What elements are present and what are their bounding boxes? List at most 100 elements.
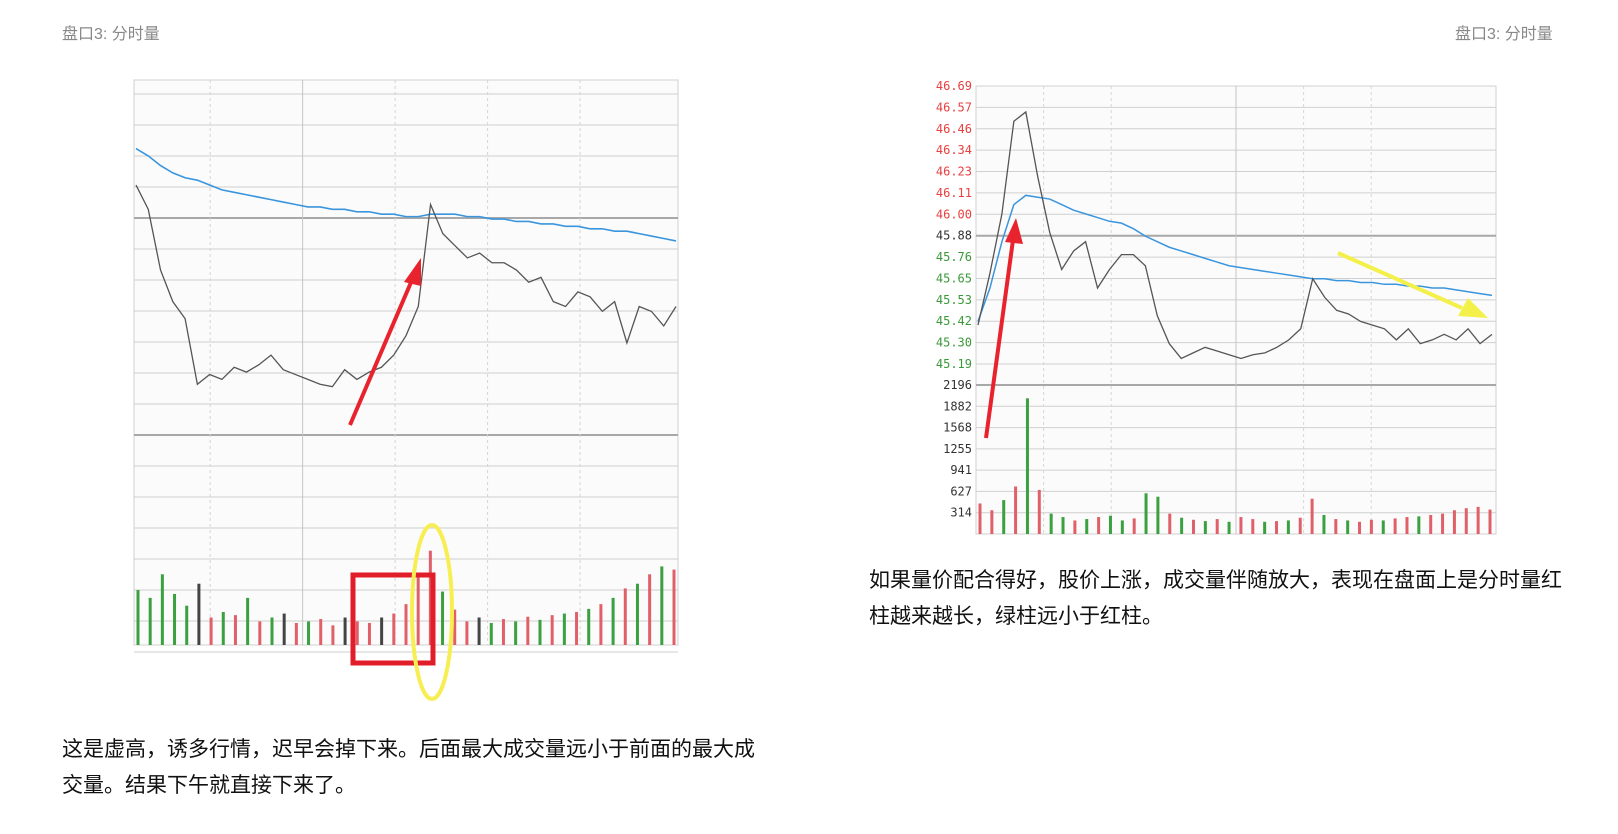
volume-bar	[990, 510, 994, 534]
arrow-red-head	[404, 258, 421, 286]
volume-bar	[1358, 521, 1362, 534]
right-chart-svg: 46.69 46.57 46.46 46.34 46.23 46.11 46.00 45.88…	[936, 79, 1497, 535]
volume-bar	[404, 604, 408, 645]
volume-bar	[160, 574, 164, 645]
price-line	[135, 184, 677, 388]
volume-bar	[136, 590, 140, 645]
volume-bar	[1429, 515, 1433, 534]
right-intraday-chart: 46.69 46.57 46.46 46.34 46.23 46.11 46.00 45.88…	[930, 70, 1510, 540]
average-price-line	[135, 147, 677, 242]
volume-bar	[270, 617, 274, 645]
volume-bar	[1286, 520, 1290, 534]
volume-bar	[489, 623, 493, 645]
volume-bar	[526, 616, 530, 645]
volume-bar	[648, 574, 652, 645]
volume-bar	[453, 609, 457, 645]
price-tick-label: 45.53	[936, 293, 972, 307]
volume-bar	[1417, 516, 1421, 534]
volume-bar	[1298, 517, 1302, 534]
arrow-red-shaft	[984, 239, 1015, 439]
volume-bar	[477, 617, 481, 645]
volume-bar	[1014, 486, 1018, 534]
volume-bar	[1191, 519, 1195, 534]
highlight-box	[350, 572, 436, 666]
volume-bar	[1251, 519, 1255, 534]
volume-bar	[1441, 513, 1445, 534]
volume-bar	[392, 613, 396, 645]
price-tick-label: 46.69	[936, 79, 972, 93]
arrow-yellow-shaft	[1337, 251, 1463, 310]
volume-bar	[1073, 520, 1077, 534]
right-section-label: 盘口3: 分时量	[1455, 26, 1553, 43]
volume-tick-label: 1568	[943, 421, 972, 435]
left-section-label: 盘口3: 分时量	[62, 26, 160, 43]
volume-bar	[1061, 517, 1065, 534]
right-caption: 如果量价配合得好，股价上涨，成交量伴随放大，表现在盘面上是分时量红柱越来越长，绿…	[869, 569, 1562, 628]
volume-tick-label: 941	[950, 463, 972, 477]
volume-bar	[246, 597, 250, 645]
volume-bar	[367, 623, 371, 645]
volume-bar	[623, 588, 627, 645]
volume-bar	[1239, 517, 1243, 534]
price-line	[977, 110, 1493, 360]
volume-bar	[538, 619, 542, 645]
volume-bar	[978, 503, 982, 534]
arrow-red-shaft	[348, 279, 414, 426]
left-chart-svg	[133, 79, 679, 701]
volume-bar	[1215, 519, 1219, 534]
volume-bar	[1405, 517, 1409, 534]
volume-bar	[1310, 498, 1314, 534]
volume-bar	[599, 604, 603, 645]
volume-bar	[1025, 398, 1029, 534]
volume-bar	[575, 612, 579, 645]
volume-bar	[258, 621, 262, 645]
highlight-ellipse	[410, 523, 454, 701]
volume-bar	[1002, 500, 1006, 534]
volume-bar	[221, 612, 225, 645]
volume-bar	[1132, 518, 1136, 534]
left-intraday-chart	[120, 70, 690, 710]
price-tick-label: 46.23	[936, 165, 972, 179]
plot-area	[133, 79, 679, 646]
volume-bar	[282, 613, 286, 645]
volume-tick-label: 314	[950, 506, 972, 520]
arrow-red-head	[1005, 218, 1023, 244]
volume-bar	[587, 608, 591, 645]
price-tick-label: 45.76	[936, 250, 972, 264]
volume-bar	[1168, 513, 1172, 534]
volume-bar	[209, 617, 213, 645]
volume-bar	[233, 615, 237, 645]
volume-bar	[428, 550, 432, 645]
volume-bar	[1227, 521, 1231, 534]
price-tick-label: 45.65	[936, 271, 972, 285]
volume-bar	[1369, 519, 1373, 534]
price-tick-label: 46.46	[936, 122, 972, 136]
volume-bar	[1156, 496, 1160, 534]
price-tick-label: 46.34	[936, 143, 972, 157]
volume-bar	[185, 605, 189, 645]
volume-bar	[1464, 508, 1468, 534]
volume-bar	[1097, 517, 1101, 534]
left-caption: 这是虚高，诱多行情，迟早会掉下来。后面最大成交量远小于前面的最大成交量。结果下午…	[62, 738, 755, 797]
volume-bar	[1476, 506, 1480, 534]
volume-bar	[1085, 519, 1089, 534]
volume-bar	[1108, 515, 1112, 534]
price-tick-label: 45.88	[936, 229, 972, 243]
price-tick-label: 45.19	[936, 357, 972, 371]
volume-bar	[635, 583, 639, 645]
volume-bar	[1488, 509, 1492, 534]
volume-bar	[550, 615, 554, 645]
volume-bar	[1203, 521, 1207, 534]
volume-bar	[1180, 517, 1184, 534]
volume-bar	[1037, 489, 1041, 534]
price-tick-label: 46.00	[936, 207, 972, 221]
price-tick-label: 45.42	[936, 314, 972, 328]
price-tick-label: 46.11	[936, 186, 972, 200]
volume-bar	[307, 621, 311, 645]
volume-bar	[319, 619, 323, 645]
price-tick-label: 45.30	[936, 336, 972, 350]
volume-bar	[465, 621, 469, 645]
volume-bar	[1452, 510, 1456, 534]
volume-bar	[380, 617, 384, 645]
average-price-line	[977, 194, 1493, 322]
